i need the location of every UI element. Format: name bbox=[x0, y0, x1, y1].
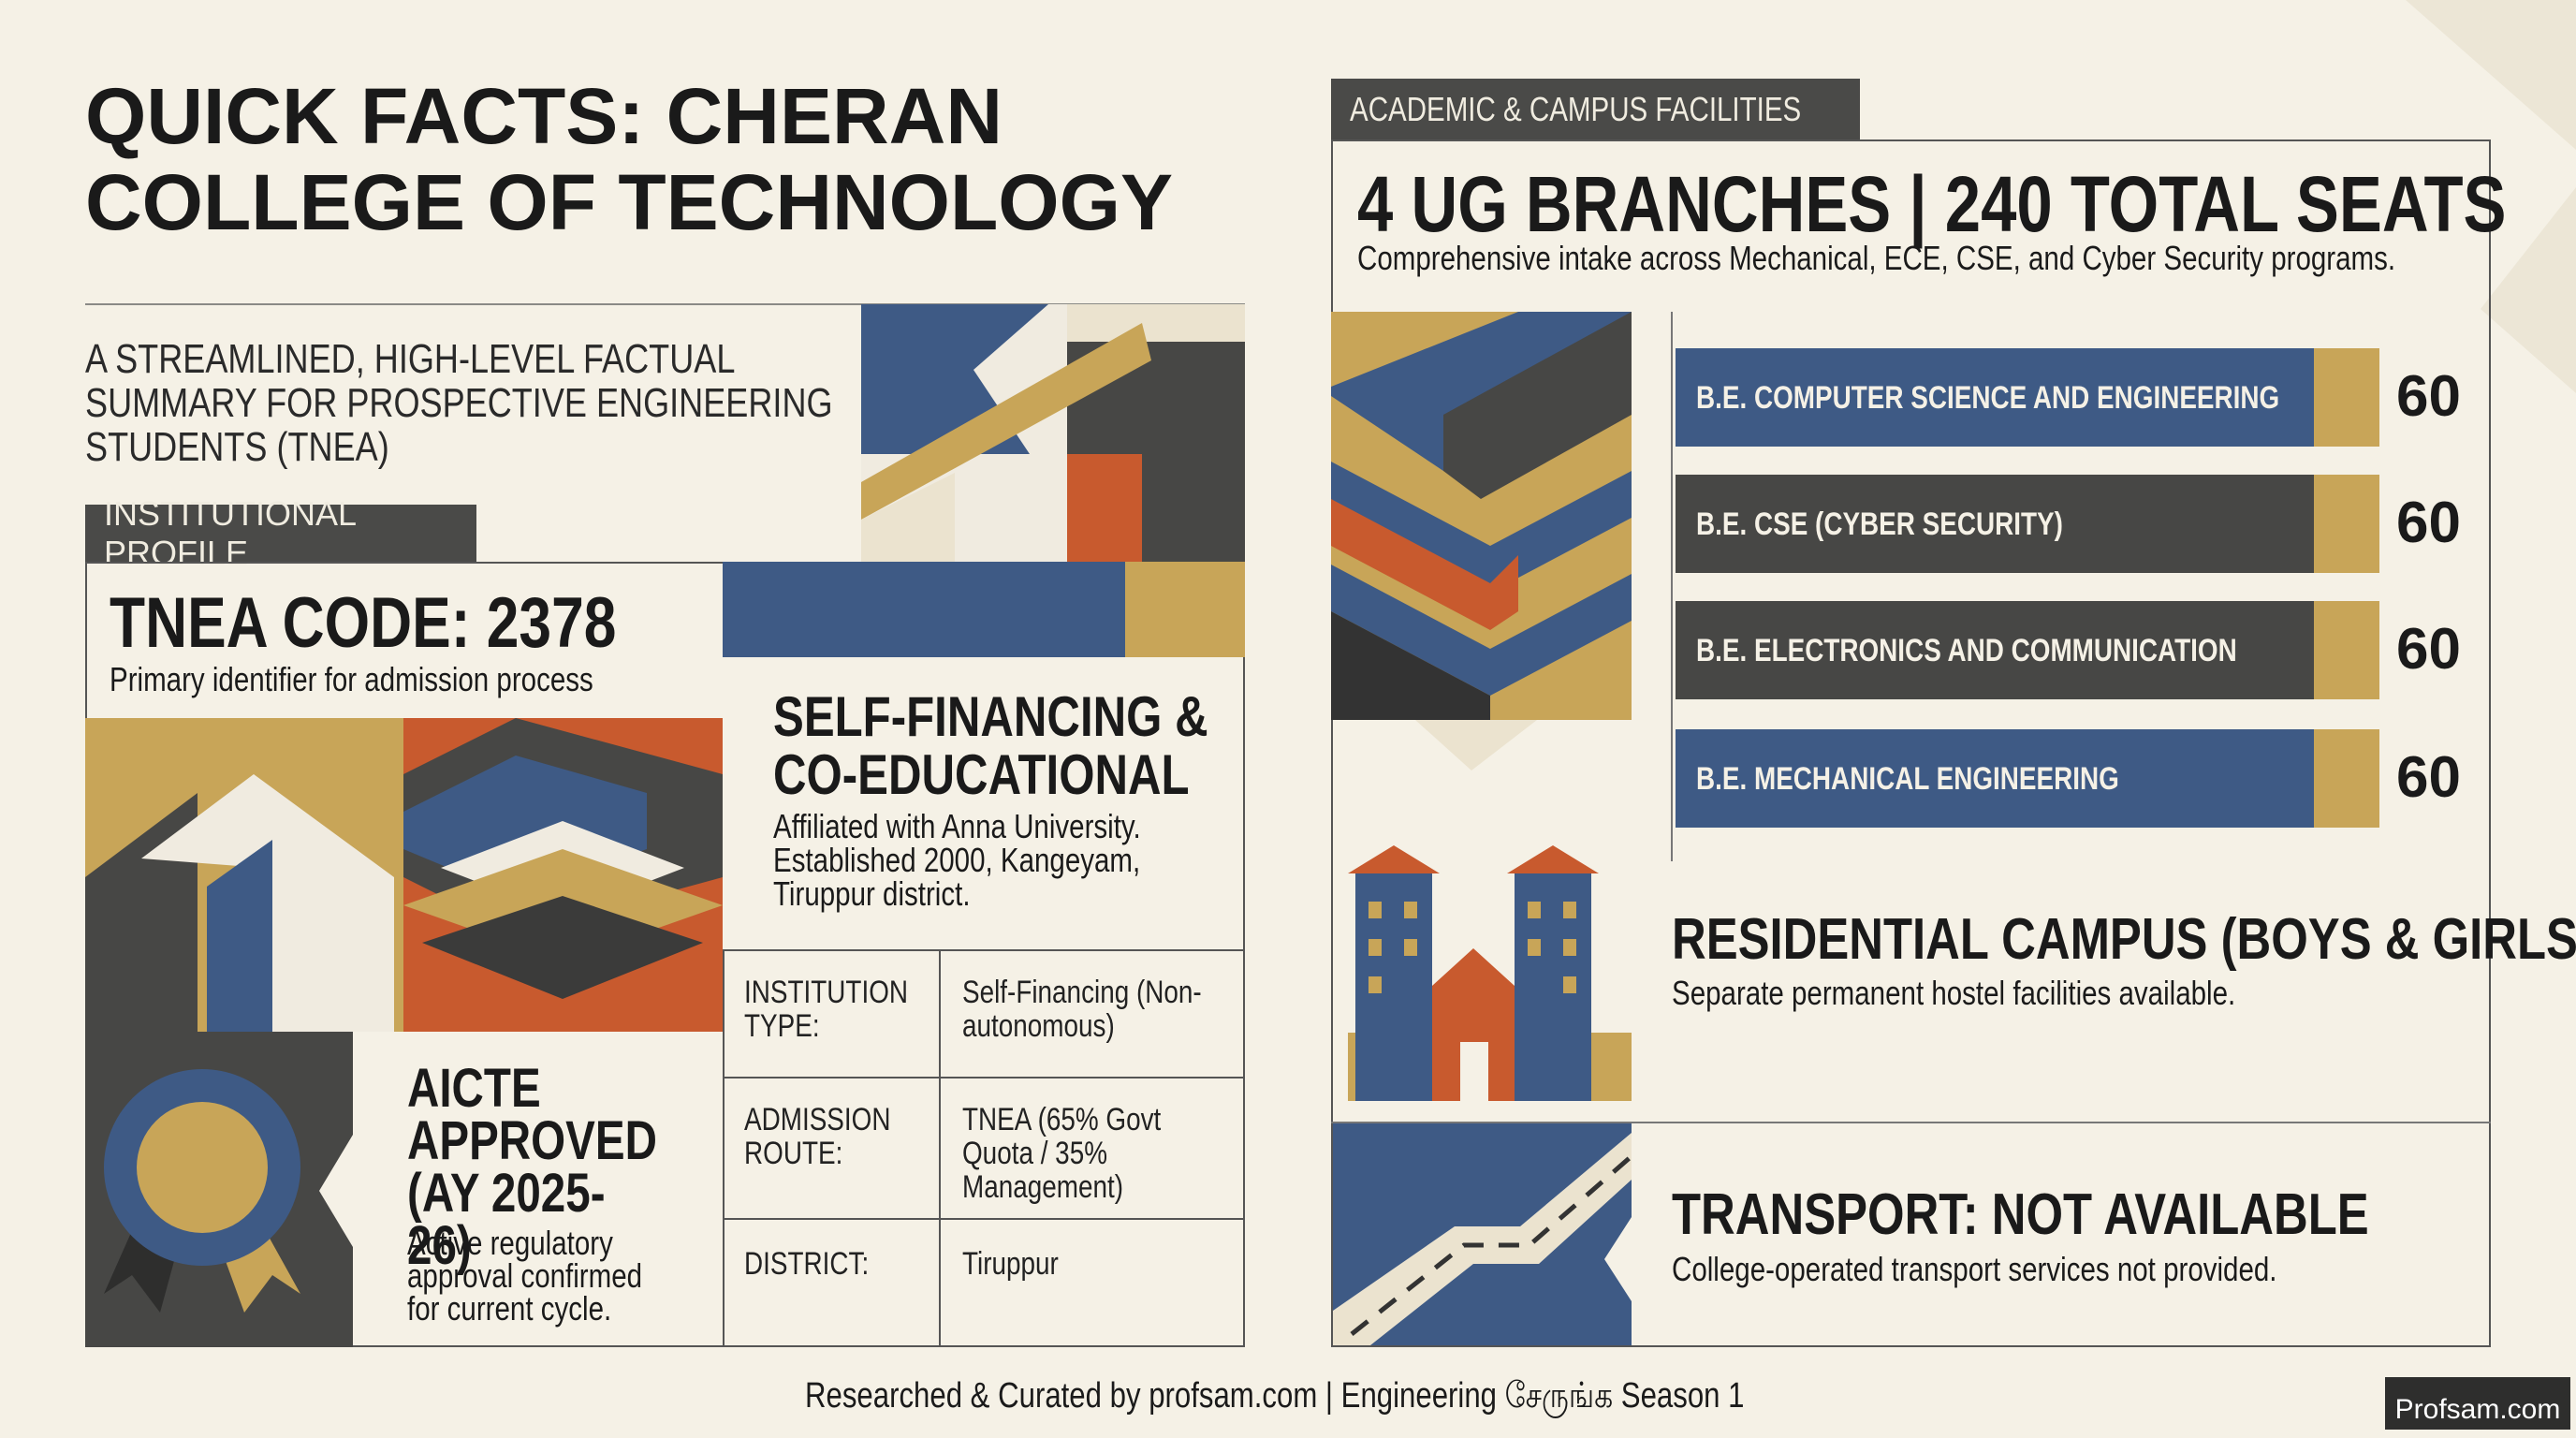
branch-name: B.E. MECHANICAL ENGINEERING bbox=[1696, 761, 2119, 797]
section-badge: INSTITUTIONAL PROFILE bbox=[85, 494, 476, 572]
decor-shape bbox=[1443, 312, 1632, 499]
branches-art bbox=[1331, 312, 1632, 770]
profile-art bbox=[85, 718, 723, 1032]
bar-accent bbox=[2314, 348, 2379, 447]
decor-shape bbox=[1563, 902, 1576, 918]
table-value: Tiruppur bbox=[962, 1246, 1059, 1282]
decor-shape bbox=[319, 1135, 353, 1247]
decor-shape bbox=[1333, 1133, 1632, 1345]
decor-shape bbox=[723, 949, 1245, 1347]
decor-shape bbox=[1528, 902, 1541, 918]
decor-shape bbox=[1350, 1154, 1632, 1336]
type-title: SELF-FINANCING & CO-EDUCATIONAL bbox=[773, 685, 1208, 806]
decor-shape bbox=[207, 840, 272, 1032]
decor-shape bbox=[1067, 304, 1245, 342]
table-grid bbox=[723, 949, 1245, 1347]
page-title: QUICK FACTS: CHERAN COLLEGE OF TECHNOLOG… bbox=[85, 72, 1174, 246]
decor-shape bbox=[1331, 312, 1632, 471]
transport-text: College-operated transport services not … bbox=[1672, 1250, 2277, 1288]
color-strip bbox=[723, 562, 1245, 657]
decor-shape bbox=[1432, 948, 1515, 986]
badge-text: ACADEMIC & CAMPUS FACILITIES bbox=[1350, 89, 1802, 128]
table-value: Self-Financing (Non-autonomous) bbox=[962, 975, 1202, 1044]
decor-shape bbox=[1507, 845, 1599, 873]
decor-shape bbox=[861, 473, 955, 562]
decor-shape bbox=[2406, 0, 2576, 150]
facilities-panel bbox=[1331, 139, 2491, 1347]
table-value: TNEA (65% Govt Quota / 35% Management) bbox=[962, 1102, 1162, 1205]
bar-accent bbox=[2314, 729, 2379, 828]
decor-shape bbox=[137, 1102, 268, 1233]
bar-accent bbox=[2314, 475, 2379, 573]
table-label: DISTRICT: bbox=[744, 1246, 870, 1282]
branch-seats: 60 bbox=[2396, 745, 2461, 810]
transport-title: TRANSPORT: NOT AVAILABLE bbox=[1672, 1182, 2369, 1247]
decor-shape bbox=[861, 323, 1151, 520]
decor-shape bbox=[1415, 720, 1537, 770]
decor-shape bbox=[1528, 939, 1541, 956]
divider bbox=[1671, 312, 1673, 861]
branch-name: B.E. COMPUTER SCIENCE AND ENGINEERING bbox=[1696, 380, 2280, 416]
section-badge: ACADEMIC & CAMPUS FACILITIES bbox=[1331, 79, 1860, 139]
badge-text: INSTITUTIONAL PROFILE bbox=[104, 493, 356, 572]
facilities-heading: 4 UG BRANCHES | 240 TOTAL SEATS bbox=[1357, 160, 2507, 248]
logo-text: Profsam.com bbox=[2394, 1394, 2561, 1425]
decor-shape bbox=[1563, 976, 1576, 993]
residential-art bbox=[1348, 845, 1632, 1101]
bar-accent bbox=[2314, 601, 2379, 699]
branch-bar: B.E. COMPUTER SCIENCE AND ENGINEERING bbox=[1676, 348, 2379, 447]
decor-shape bbox=[1331, 611, 1490, 720]
decor-shape bbox=[1368, 902, 1382, 918]
decor-shape bbox=[1368, 902, 1576, 993]
decor-shape bbox=[723, 562, 1125, 657]
divider bbox=[1331, 1122, 2491, 1123]
page-subtitle: A STREAMLINED, HIGH-LEVEL FACTUAL SUMMAR… bbox=[85, 336, 833, 470]
table-label: INSTITUTION TYPE: bbox=[744, 975, 909, 1044]
branch-seats: 60 bbox=[2396, 364, 2461, 429]
approval-text: Active regulatory approval confirmed for… bbox=[407, 1224, 643, 1328]
decor-shape bbox=[1460, 1042, 1488, 1101]
decor-shape bbox=[1125, 562, 1245, 657]
transport-art bbox=[1333, 1123, 1632, 1345]
branch-name: B.E. CSE (CYBER SECURITY) bbox=[1696, 506, 2063, 542]
branch-seats: 60 bbox=[2396, 617, 2461, 682]
branch-seats: 60 bbox=[2396, 491, 2461, 555]
background-decor bbox=[2406, 0, 2576, 393]
decor-shape bbox=[2481, 187, 2576, 393]
decor-shape bbox=[1368, 939, 1382, 956]
logo: Profsam.com bbox=[2385, 1377, 2570, 1430]
decor-shape bbox=[1563, 939, 1576, 956]
decor-shape bbox=[1331, 499, 1518, 630]
top-art bbox=[861, 304, 1245, 562]
branch-bar: B.E. CSE (CYBER SECURITY) bbox=[1676, 475, 2379, 573]
residential-title: RESIDENTIAL CAMPUS (BOYS & GIRLS) bbox=[1672, 907, 2576, 972]
ribbon-art bbox=[85, 1032, 353, 1347]
decor-shape bbox=[1348, 845, 1440, 873]
decor-shape bbox=[1355, 873, 1432, 1101]
residential-text: Separate permanent hostel facilities ava… bbox=[1672, 974, 2236, 1012]
decor-shape bbox=[1331, 565, 1632, 696]
branch-bar: B.E. ELECTRONICS AND COMMUNICATION bbox=[1676, 601, 2379, 699]
code-text: Primary identifier for admission process bbox=[110, 660, 593, 698]
footer-credit: Researched & Curated by profsam.com | En… bbox=[805, 1376, 1745, 1416]
decor-shape bbox=[1515, 873, 1591, 1101]
decor-shape bbox=[1331, 462, 1632, 593]
code-title: TNEA CODE: 2378 bbox=[110, 583, 617, 663]
decor-shape bbox=[1604, 1217, 1632, 1301]
approval-title: AICTE APPROVED (AY 2025-26) bbox=[407, 1058, 657, 1276]
table-label: ADMISSION ROUTE: bbox=[744, 1102, 891, 1171]
branch-bar: B.E. MECHANICAL ENGINEERING bbox=[1676, 729, 2379, 828]
type-text: Affiliated with Anna University. Establi… bbox=[773, 807, 1141, 913]
decor-shape bbox=[1404, 939, 1417, 956]
branch-name: B.E. ELECTRONICS AND COMMUNICATION bbox=[1696, 633, 2237, 668]
decor-shape bbox=[1368, 976, 1382, 993]
facilities-subheading: Comprehensive intake across Mechanical, … bbox=[1357, 239, 2396, 277]
divider bbox=[85, 303, 1245, 305]
decor-shape bbox=[1067, 454, 1142, 562]
decor-shape bbox=[1404, 902, 1417, 918]
decor-shape bbox=[422, 896, 703, 999]
decor-shape bbox=[861, 304, 1048, 370]
